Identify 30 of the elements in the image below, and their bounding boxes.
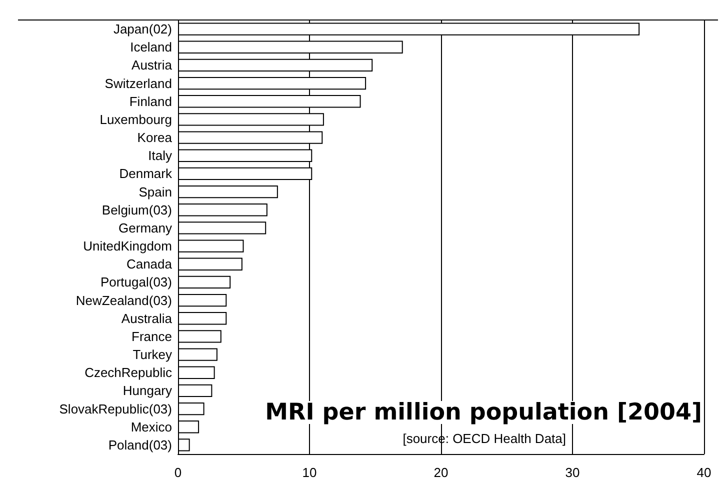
y-tick-label: Iceland: [130, 40, 172, 55]
y-tick-label: Denmark: [119, 166, 172, 182]
y-tick-label: UnitedKingdom: [83, 238, 172, 254]
y-tick-label: NewZealand(03): [76, 292, 172, 308]
y-tick-label: Poland(03): [108, 437, 172, 452]
y-tick-label: Italy: [148, 148, 172, 164]
x-tick-label: 20: [434, 465, 448, 480]
x-tick-label: 30: [565, 465, 580, 480]
text: MRI per million population [2004]: [265, 400, 702, 426]
y-tick-label: Australia: [121, 310, 173, 326]
y-tick-label: Turkey: [132, 347, 172, 362]
y-tick-label: France: [132, 328, 172, 344]
y-tick-label: SlovakRepublic(03): [59, 401, 172, 416]
y-tick-label: Luxembourg: [100, 112, 172, 127]
y-tick-label: Canada: [126, 256, 173, 272]
y-tick-label: Finland: [129, 94, 172, 109]
y-tick-label: CzechRepublic: [84, 365, 172, 380]
y-tick-label: Belgium(03): [102, 202, 172, 218]
x-tick-label: 10: [302, 465, 317, 480]
x-tick-label: 40: [696, 465, 712, 480]
y-tick-label: Switzerland: [104, 76, 172, 91]
y-tick-label: Korea: [137, 130, 173, 146]
y-tick-label: Austria: [132, 58, 173, 73]
y-tick-label: Japan(02): [113, 22, 172, 37]
x-tick-label: 0: [174, 465, 182, 480]
y-tick-label: Mexico: [130, 419, 172, 434]
y-tick-label: Germany: [118, 220, 172, 236]
y-tick-label: Portugal(03): [100, 274, 172, 290]
y-tick-label: Spain: [138, 184, 172, 200]
y-tick-label: Hungary: [122, 383, 172, 398]
